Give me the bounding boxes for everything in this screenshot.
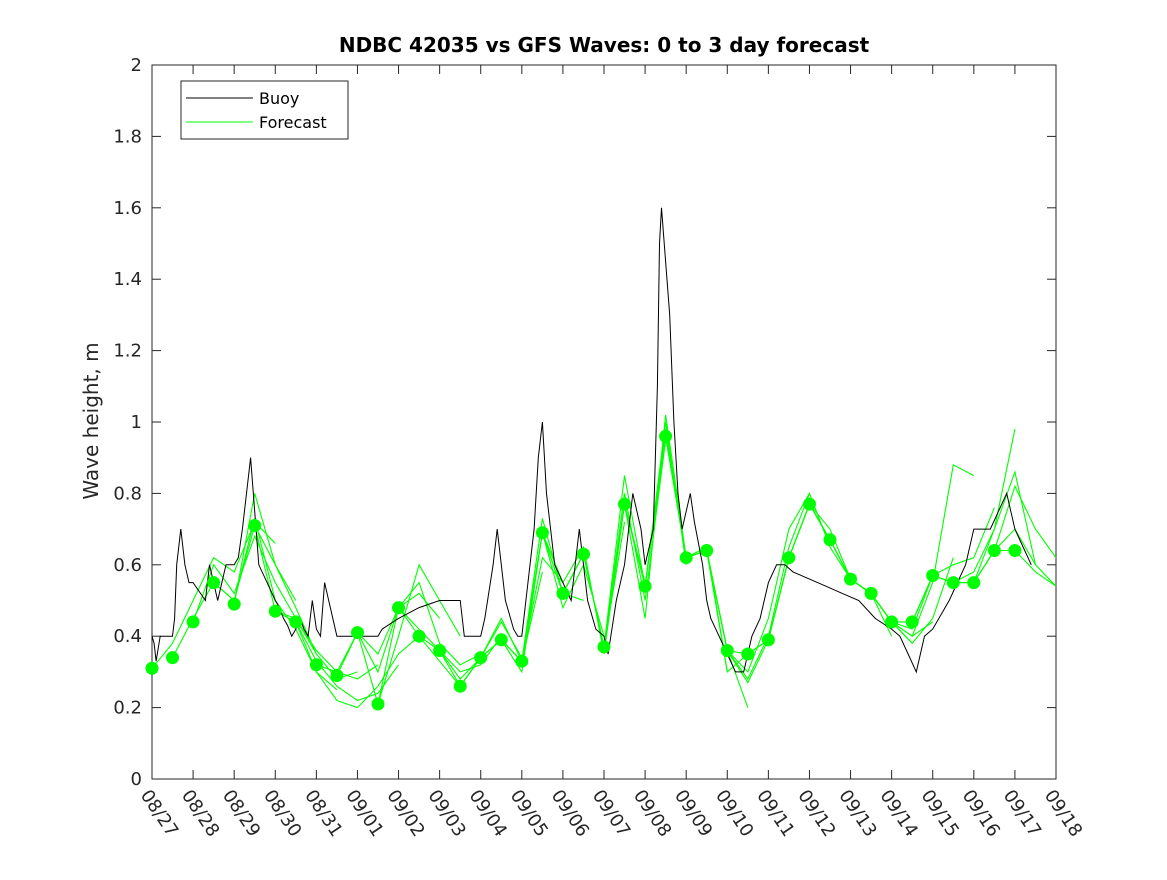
forecast-point [597,640,611,654]
forecast-point [967,576,981,590]
forecast-point [309,658,323,672]
forecast-point [926,569,940,582]
forecast-point [186,615,200,629]
y-tick-label: 0.2 [113,698,142,719]
y-tick-label: 1.4 [113,269,142,290]
forecast-point [535,526,549,540]
forecast-point [577,547,590,561]
forecast-point [351,626,364,640]
forecast-point [844,572,857,586]
forecast-point [268,604,282,618]
forecast-point [679,551,693,565]
forecast-point [392,601,405,615]
legend-box [180,80,349,140]
forecast-point [453,679,467,693]
forecast-point [433,644,447,657]
forecast-point [803,497,816,511]
y-tick-label: 0 [131,769,142,790]
forecast-point [474,651,488,665]
forecast-point [700,544,714,557]
forecast-point [659,429,673,443]
forecast-point [227,597,241,611]
y-tick-label: 0.6 [113,555,142,576]
forecast-point [782,551,796,565]
forecast-point [741,647,755,661]
forecast-point [556,586,570,600]
forecast-point [1008,544,1022,557]
forecast-point [618,497,631,511]
forecast-point [494,633,508,647]
legend: Buoy Forecast [180,80,349,140]
forecast-point [864,586,878,600]
forecast-point [946,576,960,590]
y-tick-label: 0.8 [113,483,142,504]
forecast-point [720,644,734,657]
forecast-point [905,615,919,629]
forecast-run-line [357,581,481,674]
y-tick-label: 1.2 [113,341,142,362]
forecast-point [412,629,426,643]
plot-area: 00.20.40.60.811.21.41.61.8208/2708/2808/… [113,55,1086,841]
y-axis-label: Wave height, m [79,342,103,499]
legend-forecast-label: Forecast [259,113,327,132]
forecast-point [638,579,652,593]
forecast-point [207,576,221,590]
forecast-point [166,651,179,665]
forecast-point [987,544,1001,557]
buoy-line [151,207,1032,674]
y-tick-label: 1 [131,412,142,433]
forecast-point [248,519,262,532]
forecast-run-line [726,492,851,673]
y-tick-label: 2 [131,55,142,76]
forecast-point [330,669,344,682]
axes-box [151,64,1057,780]
forecast-point [515,654,529,668]
y-tick-label: 0.4 [113,626,142,647]
forecast-point [823,533,837,547]
forecast-run-line [295,621,420,709]
forecast-point [885,615,899,629]
forecast-point [145,661,159,675]
chart-title: NDBC 42035 vs GFS Waves: 0 to 3 day fore… [339,33,870,57]
y-tick-label: 1.6 [113,198,142,219]
forecast-point [371,697,385,711]
forecast-point [289,615,303,629]
y-tick-label: 1.8 [113,126,142,147]
legend-buoy-label: Buoy [259,89,299,108]
forecast-point [761,633,775,647]
